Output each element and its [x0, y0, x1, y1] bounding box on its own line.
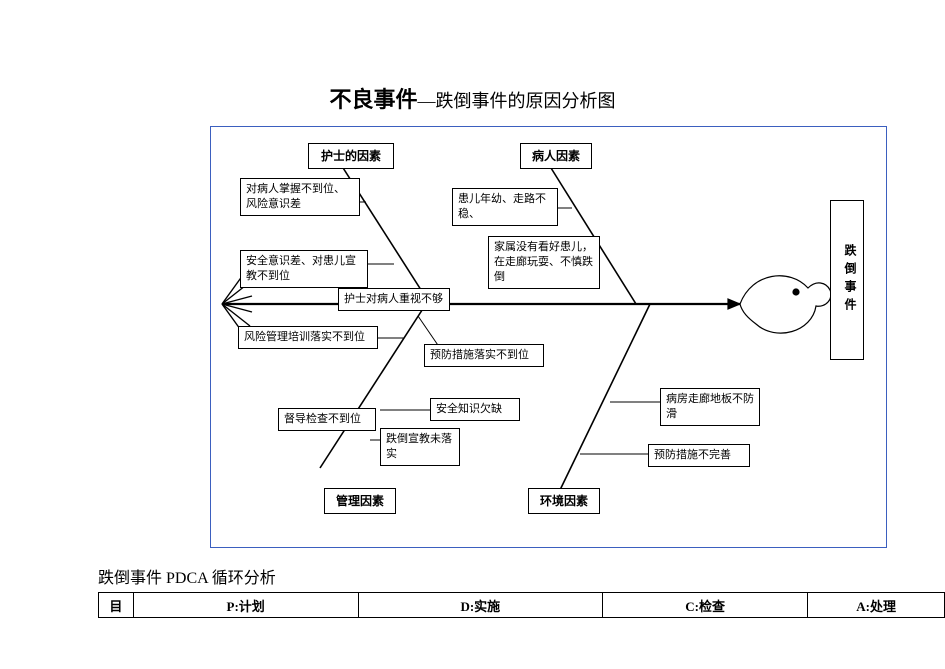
pdca-subtitle: 跌倒事件 PDCA 循环分析 [98, 564, 276, 588]
pdca-table: 目P:计划D:实施C:检查A:处理 [98, 592, 945, 618]
n-nurse-1: 对病人掌握不到位、风险意识差 [240, 178, 360, 216]
pdca-col-1: P:计划 [133, 593, 358, 618]
n-pre-1: 预防措施落实不到位 [424, 344, 544, 367]
title-rest: —跌倒事件的原因分析图 [418, 91, 616, 111]
n-nurse-2: 安全意识差、对患儿宣教不到位 [240, 250, 368, 288]
cat-nurse: 护士的因素 [308, 143, 394, 169]
n-mg-1: 督导检查不到位 [278, 408, 376, 431]
pdca-col-2: D:实施 [358, 593, 602, 618]
n-nurse-4: 风险管理培训落实不到位 [238, 326, 378, 349]
n-mg-2: 安全知识欠缺 [430, 398, 520, 421]
n-mg-3: 跌倒宣教未落实 [380, 428, 460, 466]
n-env-1: 病房走廊地板不防滑 [660, 388, 760, 426]
pdca-col-0: 目 [99, 593, 134, 618]
page-title: 不良事件—跌倒事件的原因分析图 [0, 82, 945, 114]
title-bold: 不良事件 [329, 87, 417, 112]
n-nurse-3: 护士对病人重视不够 [338, 288, 450, 311]
effect-box: 跌倒事件 [830, 200, 864, 360]
n-pat-2: 家属没有看好患儿，在走廊玩耍、不慎跌倒 [488, 236, 600, 289]
n-pat-1: 患儿年幼、走路不稳、 [452, 188, 558, 226]
n-env-2: 预防措施不完善 [648, 444, 750, 467]
pdca-col-4: A:处理 [808, 593, 945, 618]
pdca-col-3: C:检查 [603, 593, 808, 618]
cat-env: 环境因素 [528, 488, 600, 514]
cat-patient: 病人因素 [520, 143, 592, 169]
cat-manage: 管理因素 [324, 488, 396, 514]
